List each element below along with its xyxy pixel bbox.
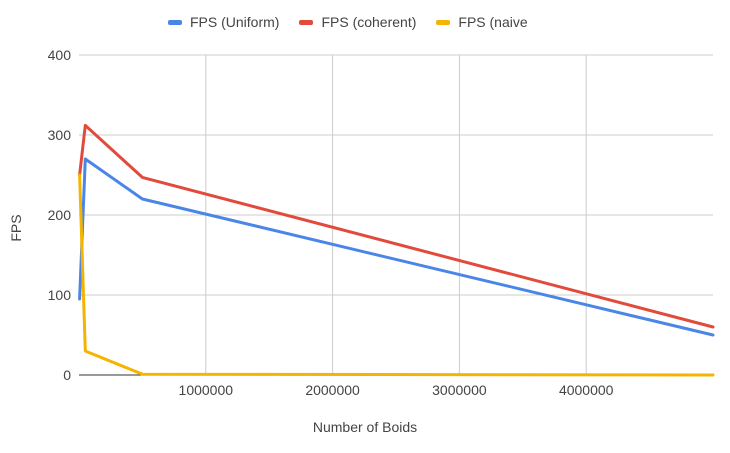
series-line-2 <box>78 173 715 377</box>
x-axis-title: Number of Boids <box>312 419 418 435</box>
legend-swatch-uniform <box>168 19 182 25</box>
y-axis-title: FPS <box>8 214 24 242</box>
legend-item-naive[interactable]: FPS (naive <box>436 14 528 30</box>
legend-label-naive: FPS (naive <box>458 14 528 30</box>
legend-swatch-naive <box>436 19 451 25</box>
legend-item-uniform[interactable]: FPS (Uniform) <box>168 14 279 30</box>
y-tick-label-0: 0 <box>63 367 71 383</box>
legend-label-coherent: FPS (coherent) <box>321 14 417 30</box>
x-tick-label-3000000: 3000000 <box>432 382 487 398</box>
y-tick-label-100: 100 <box>48 287 72 303</box>
y-tick-label-200: 200 <box>48 207 72 223</box>
legend-label-uniform: FPS (Uniform) <box>190 14 280 30</box>
chart-legend: FPS (Uniform) FPS (coherent) FPS (naive <box>168 14 548 30</box>
legend-swatch-coherent <box>299 19 314 25</box>
series-line-1 <box>78 123 715 329</box>
legend-item-coherent[interactable]: FPS (coherent) <box>299 14 416 30</box>
x-tick-label-2000000: 2000000 <box>305 382 360 398</box>
y-tick-label-400: 400 <box>48 47 72 63</box>
x-tick-label-1000000: 1000000 <box>179 382 234 398</box>
x-tick-label-4000000: 4000000 <box>559 382 614 398</box>
y-tick-label-300: 300 <box>48 127 72 143</box>
